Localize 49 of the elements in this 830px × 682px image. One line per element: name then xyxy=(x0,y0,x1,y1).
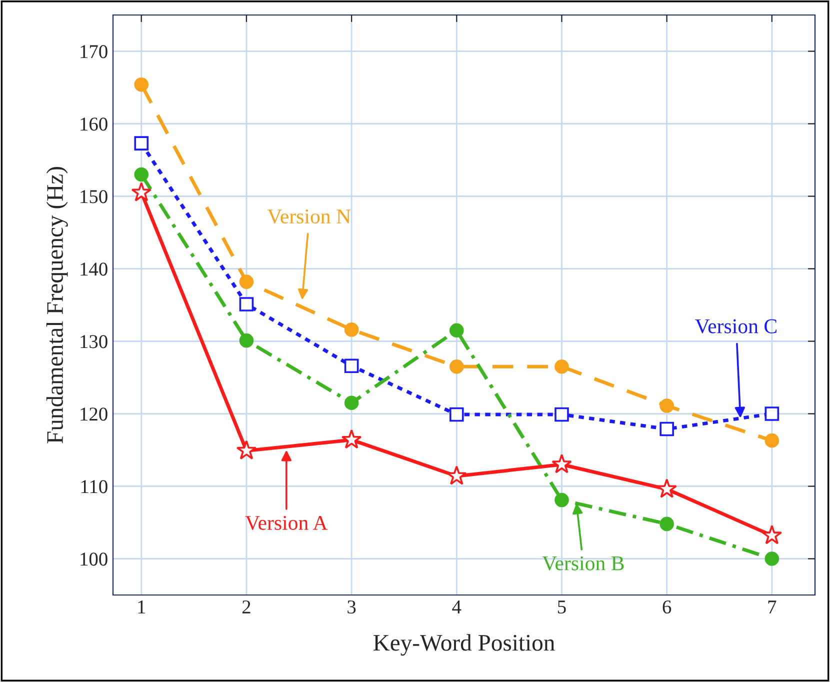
point xyxy=(236,440,257,460)
point xyxy=(554,407,569,422)
x-axis-title: Key-Word Position xyxy=(373,634,555,656)
point xyxy=(449,323,464,338)
point xyxy=(134,77,149,92)
x-tick-label: 2 xyxy=(242,600,250,614)
x-tick-label: 4 xyxy=(452,600,462,614)
annotation: Version B xyxy=(542,556,624,570)
point xyxy=(344,358,359,374)
y-tick-label: 130 xyxy=(80,335,108,348)
y-tick-label: 150 xyxy=(80,190,108,204)
point xyxy=(660,398,674,413)
point xyxy=(764,552,780,566)
x-tick-label: 6 xyxy=(662,600,672,614)
point xyxy=(239,274,254,289)
point xyxy=(344,396,359,410)
point xyxy=(449,359,464,374)
annotation: Version A xyxy=(245,516,328,530)
point xyxy=(239,333,254,348)
y-tick-label: 140 xyxy=(80,262,108,276)
y-tick-label: 170 xyxy=(80,45,108,58)
x-tick-label: 5 xyxy=(558,600,566,614)
point xyxy=(660,516,674,532)
y-tick-label: 120 xyxy=(80,408,108,421)
point xyxy=(554,359,569,374)
point xyxy=(131,182,152,202)
x-tick-label: 1 xyxy=(138,600,146,614)
point xyxy=(449,407,464,422)
point xyxy=(341,429,362,449)
point xyxy=(134,167,149,182)
point xyxy=(134,136,149,150)
point xyxy=(239,297,254,312)
point xyxy=(552,454,572,474)
y-tick-label: 110 xyxy=(81,480,108,494)
annotation: Version C xyxy=(695,319,776,334)
x-tick-label: 7 xyxy=(768,600,776,614)
y-tick-label: 100 xyxy=(80,552,108,566)
point xyxy=(764,433,780,448)
point xyxy=(446,465,467,485)
y-tick-label: 160 xyxy=(80,118,108,131)
point xyxy=(660,422,674,436)
point xyxy=(656,478,677,498)
y-axis-title: Fundamental Frequency (Hz) xyxy=(46,167,68,444)
point xyxy=(554,492,569,508)
x-tick-label: 3 xyxy=(348,600,356,614)
point xyxy=(344,322,359,337)
point xyxy=(762,524,782,544)
point xyxy=(764,406,780,421)
annotation: Version N xyxy=(267,209,351,224)
